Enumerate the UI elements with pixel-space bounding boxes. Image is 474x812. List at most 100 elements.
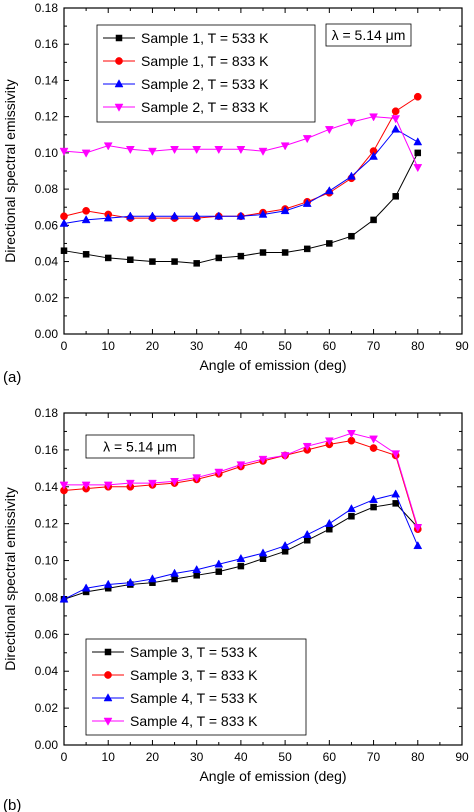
data-point <box>82 206 90 215</box>
data-point <box>258 548 268 557</box>
legend-entry-label: Sample 4, T = 533 K <box>130 690 258 706</box>
data-point <box>369 435 378 444</box>
x-tick-label: 80 <box>411 339 425 353</box>
data-point <box>258 455 268 464</box>
data-point <box>104 254 112 262</box>
x-tick-label: 10 <box>102 750 116 764</box>
data-point <box>413 137 423 146</box>
data-point <box>281 249 289 256</box>
data-point <box>59 481 69 490</box>
data-point <box>59 594 69 603</box>
legend-box <box>96 24 316 123</box>
data-point <box>302 529 312 538</box>
data-point <box>347 171 356 180</box>
data-point <box>258 147 268 156</box>
legend-entry-label: Sample 2, T = 533 K <box>141 76 269 92</box>
series-line <box>63 502 419 600</box>
data-point <box>148 479 157 488</box>
x-tick-label: 50 <box>278 339 292 353</box>
data-point <box>391 124 401 133</box>
legend: Sample 1, T = 533 K Sample 1, T = 833 K Sa… <box>96 24 316 123</box>
data-point <box>214 468 224 477</box>
panel-label: (b) <box>3 797 21 812</box>
x-tick-label: 20 <box>146 339 160 353</box>
series-line <box>63 116 419 168</box>
data-point <box>214 146 224 155</box>
x-tick-label: 60 <box>323 339 337 353</box>
data-point <box>59 218 69 227</box>
data-point <box>237 562 245 570</box>
data-point <box>326 240 333 247</box>
y-tick-label: 0.08 <box>35 182 59 196</box>
x-axis-label: Angle of emission (deg) <box>199 768 346 784</box>
data-point <box>60 247 68 254</box>
x-tick-label: 30 <box>190 339 204 353</box>
series-1 <box>60 500 422 603</box>
legend: Sample 3, T = 533 K Sample 3, T = 833 K Sa… <box>85 638 307 736</box>
y-tick-label: 0.12 <box>35 110 59 124</box>
x-tick-label: 0 <box>61 750 68 764</box>
data-point <box>302 442 312 452</box>
data-point <box>148 574 157 583</box>
data-point <box>391 107 400 116</box>
data-point <box>81 215 91 224</box>
data-point <box>170 211 179 220</box>
data-point <box>259 249 267 256</box>
data-point <box>347 430 356 439</box>
data-point <box>369 151 378 160</box>
data-point <box>192 474 202 483</box>
data-point <box>280 452 290 461</box>
y-tick-label: 0.18 <box>35 1 59 15</box>
data-point <box>369 494 378 503</box>
data-point <box>348 513 355 520</box>
data-point <box>81 149 91 158</box>
y-tick-label: 0.00 <box>35 327 59 341</box>
x-tick-label: 50 <box>278 750 292 764</box>
y-tick-label: 0.02 <box>35 701 59 715</box>
chart-panel-b: 0 10 20 30 40 50 60 70 80 90 0.00 0.02 0.04 0.06 0.08 0… <box>2 406 469 812</box>
data-point <box>370 503 377 511</box>
data-point <box>103 142 113 151</box>
data-point <box>392 193 399 200</box>
data-point <box>258 209 268 218</box>
legend-marker <box>103 717 113 726</box>
data-point <box>348 232 355 240</box>
data-point <box>125 479 135 488</box>
data-point <box>236 146 246 155</box>
legend-marker <box>115 34 123 42</box>
data-point <box>347 436 356 445</box>
y-tick-label: 0.18 <box>35 406 59 420</box>
data-point <box>125 211 135 220</box>
y-tick-label: 0.06 <box>35 627 59 641</box>
y-tick-label: 0.08 <box>35 590 59 604</box>
y-tick-label: 0.04 <box>35 664 59 678</box>
data-point <box>236 211 246 220</box>
data-point <box>391 489 401 498</box>
data-point <box>413 92 422 101</box>
x-tick-label: 40 <box>234 339 248 353</box>
x-tick-label: 70 <box>367 750 381 764</box>
y-tick-label: 0.10 <box>35 146 59 160</box>
wavelength-annotation: λ = 5.14 μm <box>103 439 177 455</box>
series-1 <box>60 149 422 267</box>
legend-entry-label: Sample 3, T = 833 K <box>130 667 258 683</box>
data-point <box>215 254 223 262</box>
annotation-box <box>85 434 195 459</box>
data-point <box>413 524 423 533</box>
data-point <box>81 481 91 490</box>
data-point <box>414 149 422 157</box>
data-point <box>391 450 401 459</box>
data-point <box>302 198 312 207</box>
data-point <box>324 186 334 195</box>
x-tick-label: 90 <box>455 339 469 353</box>
y-tick-label: 0.14 <box>35 480 59 494</box>
legend-marker <box>104 648 112 656</box>
data-point <box>326 525 333 533</box>
data-point <box>214 211 224 220</box>
data-point <box>81 583 91 592</box>
series-line <box>63 128 419 225</box>
data-point <box>280 142 290 151</box>
legend-marker <box>115 57 123 65</box>
data-point <box>171 575 178 583</box>
data-point <box>236 553 246 562</box>
